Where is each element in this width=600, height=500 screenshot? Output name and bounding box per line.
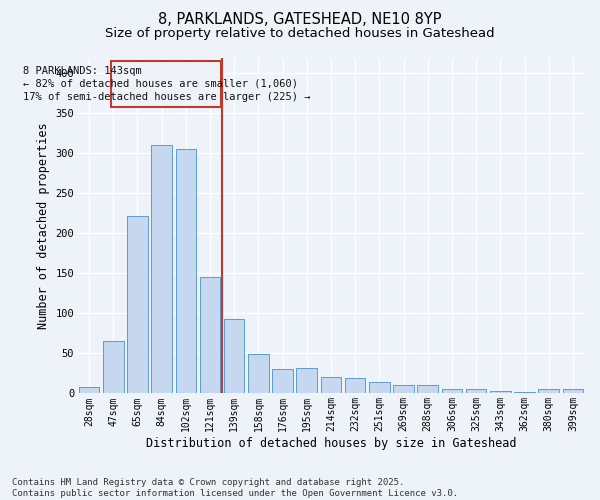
Bar	[272, 370, 293, 394]
Text: Contains HM Land Registry data © Crown copyright and database right 2025.
Contai: Contains HM Land Registry data © Crown c…	[12, 478, 458, 498]
X-axis label: Distribution of detached houses by size in Gateshead: Distribution of detached houses by size …	[146, 437, 516, 450]
Bar	[111, 60, 221, 107]
Bar	[393, 384, 414, 394]
Bar	[79, 387, 100, 394]
Bar	[320, 378, 341, 394]
Text: Size of property relative to detached houses in Gateshead: Size of property relative to detached ho…	[105, 28, 495, 40]
Bar	[296, 368, 317, 394]
Bar	[442, 390, 462, 394]
Bar	[200, 278, 220, 394]
Bar	[538, 390, 559, 394]
Bar	[151, 144, 172, 394]
Bar	[248, 354, 269, 394]
Bar	[127, 216, 148, 394]
Bar	[345, 378, 365, 394]
Text: 8, PARKLANDS, GATESHEAD, NE10 8YP: 8, PARKLANDS, GATESHEAD, NE10 8YP	[158, 12, 442, 28]
Bar	[466, 390, 487, 394]
Bar	[418, 386, 438, 394]
Bar	[224, 319, 244, 394]
Text: 8 PARKLANDS: 143sqm
← 82% of detached houses are smaller (1,060)
17% of semi-det: 8 PARKLANDS: 143sqm ← 82% of detached ho…	[23, 66, 310, 102]
Bar	[514, 392, 535, 394]
Bar	[176, 150, 196, 394]
Bar	[369, 382, 389, 394]
Y-axis label: Number of detached properties: Number of detached properties	[37, 122, 50, 329]
Bar	[103, 342, 124, 394]
Bar	[490, 391, 511, 394]
Bar	[563, 390, 583, 394]
